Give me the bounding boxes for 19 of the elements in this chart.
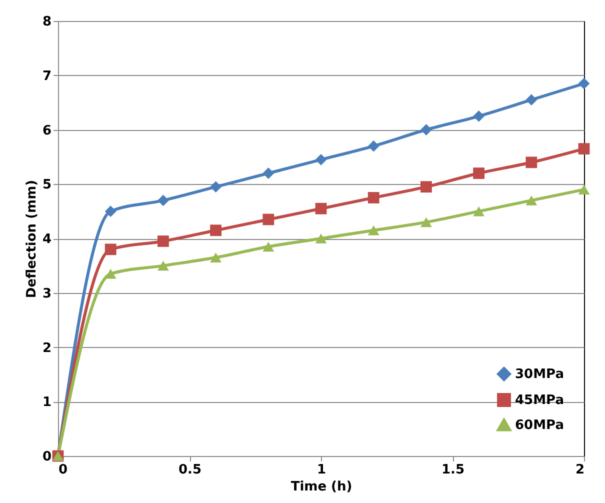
x-axis-title: Time (h) <box>290 480 352 494</box>
legend-label: 45MPa <box>515 393 564 408</box>
x-tick-label: 2 <box>575 462 584 478</box>
y-tick-label: 3 <box>42 286 52 302</box>
y-tick-label: 1 <box>42 395 52 410</box>
y-tick-label: 6 <box>42 123 52 138</box>
y-tick-label: 4 <box>42 232 52 247</box>
x-tick-label: 1.5 <box>441 462 465 478</box>
x-tick-label: 0.5 <box>178 462 202 478</box>
y-tick-label: 7 <box>42 68 52 84</box>
y-tick-label: 5 <box>42 178 52 193</box>
legend-label: 30MPa <box>515 367 564 382</box>
y-tick-label: 0 <box>42 450 52 464</box>
x-tick-label: 0 <box>58 462 68 478</box>
y-axis-title: Deflection (mm) <box>24 180 40 298</box>
y-tick-label: 2 <box>42 340 52 356</box>
x-tick-label: 1 <box>316 462 326 478</box>
y-tick-label: 8 <box>42 14 52 30</box>
legend-label: 60MPa <box>515 418 564 433</box>
